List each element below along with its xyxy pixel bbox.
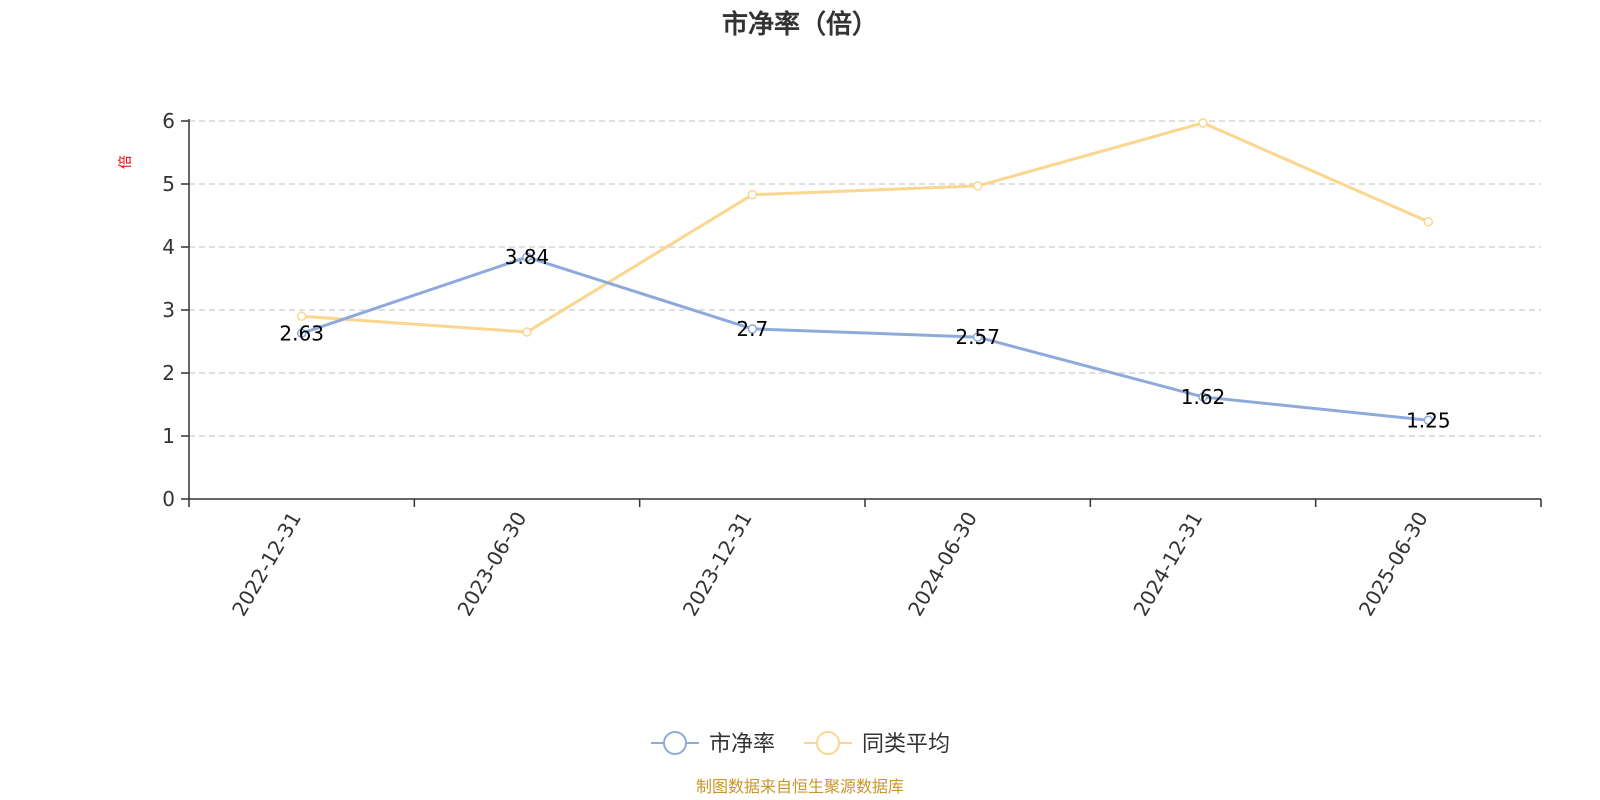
- y-tick-label: 4: [162, 235, 175, 259]
- data-label: 1.62: [1181, 385, 1226, 409]
- y-tick-label: 2: [162, 361, 175, 385]
- legend-marker-icon: [663, 731, 687, 755]
- y-tick-label: 3: [162, 298, 175, 322]
- data-point: [522, 327, 532, 337]
- x-tick-label: 2024-12-31: [1128, 508, 1207, 621]
- y-tick-label: 6: [162, 109, 175, 133]
- x-tick-labels: 2022-12-31 2023-06-30 2023-12-31 2024-06-30…: [227, 508, 1433, 621]
- series-lines: [296, 118, 1434, 425]
- data-point: [747, 324, 758, 334]
- data-label: 2.7: [736, 317, 768, 341]
- data-point: [296, 328, 307, 339]
- data-point: [1198, 392, 1208, 402]
- y-tick-label: 0: [162, 487, 175, 511]
- data-point: [747, 189, 758, 200]
- data-point: [1423, 415, 1434, 425]
- data-point: [1423, 217, 1434, 227]
- data-label: 3.84: [505, 245, 550, 269]
- y-tick-label: 5: [162, 172, 175, 196]
- y-axis-unit: 倍: [118, 155, 134, 169]
- data-point: [1198, 118, 1208, 128]
- legend[interactable]: 市净率 同类平均: [651, 731, 950, 757]
- data-label: 2.63: [279, 321, 324, 345]
- series-line: [301, 121, 1429, 334]
- data-label: 1.25: [1406, 408, 1451, 432]
- x-tick-label: 2023-06-30: [452, 508, 531, 621]
- axes: [181, 119, 1542, 507]
- legend-label: 同类平均: [862, 732, 950, 757]
- legend-item[interactable]: 市净率: [651, 731, 775, 757]
- legend-label: 市净率: [709, 732, 775, 757]
- data-label: 2.57: [955, 325, 1000, 349]
- grid: [189, 120, 1541, 437]
- data-point: [972, 181, 983, 191]
- x-tick-label: 2025-06-30: [1354, 508, 1433, 621]
- source-note: 制图数据来自恒生聚源数据库: [696, 777, 904, 796]
- chart-title: 市净率（倍）: [722, 9, 878, 40]
- y-tick-labels: 0 1 2 3 4 5 6: [162, 109, 175, 511]
- x-tick-label: 2022-12-31: [227, 508, 306, 621]
- data-point: [972, 332, 983, 342]
- series-line: [301, 255, 1429, 422]
- data-point: [522, 252, 532, 262]
- x-tick-label: 2024-06-30: [903, 508, 982, 621]
- x-tick-label: 2023-12-31: [678, 508, 757, 621]
- y-tick-label: 1: [162, 424, 175, 448]
- legend-marker-icon: [816, 731, 840, 755]
- data-labels: 2.63 3.84 2.7 2.57 1.62 1.25: [279, 245, 1450, 432]
- legend-item[interactable]: 同类平均: [804, 731, 950, 757]
- data-point: [296, 311, 307, 322]
